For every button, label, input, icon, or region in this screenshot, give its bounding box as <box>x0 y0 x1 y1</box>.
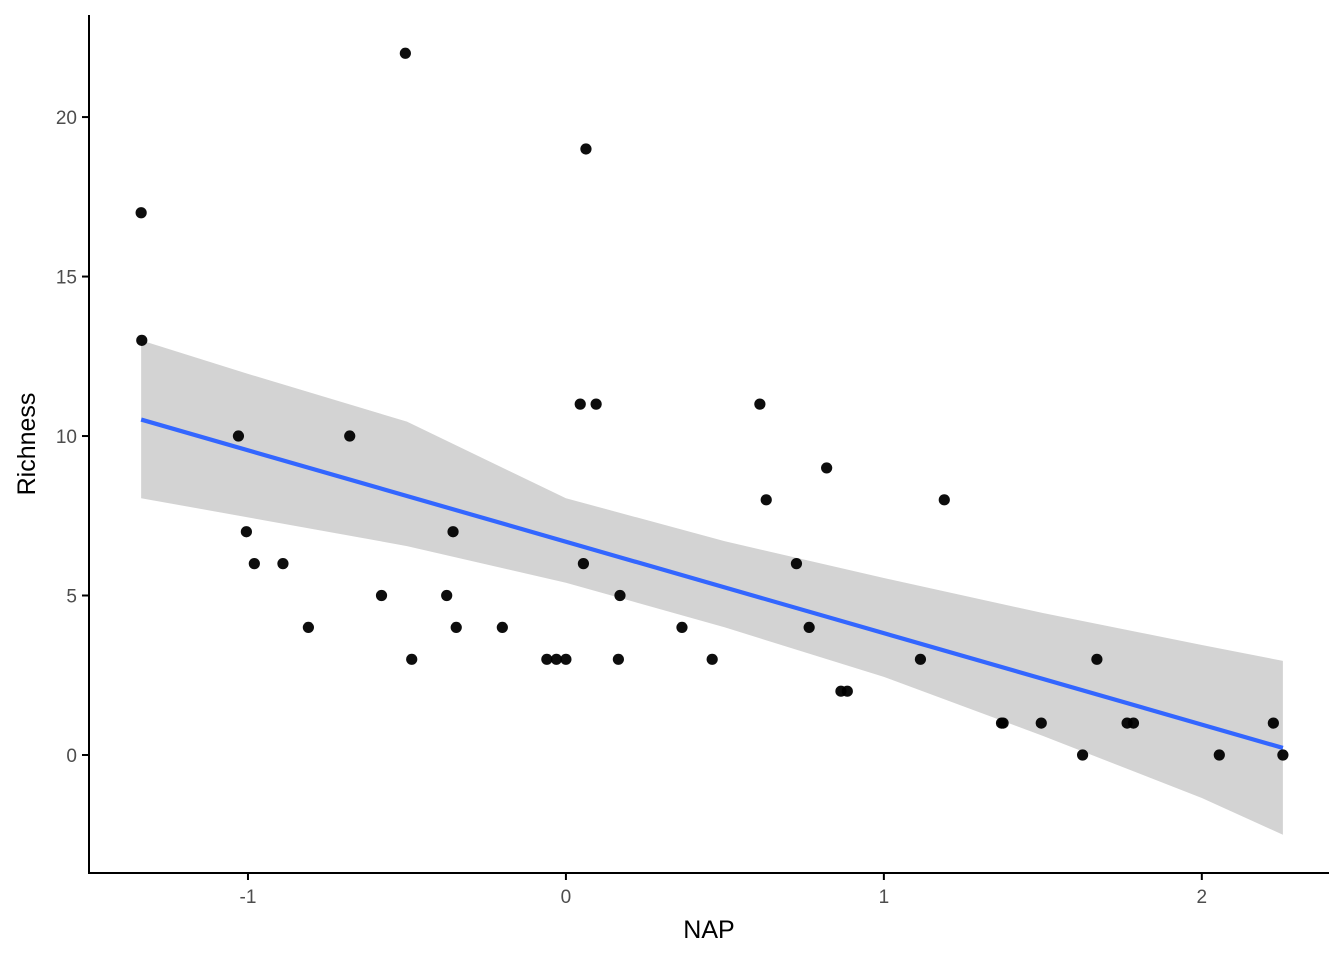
data-point <box>754 398 766 410</box>
y-axis-title: Richness <box>13 393 41 496</box>
data-point <box>1035 717 1047 729</box>
data-point <box>302 621 314 634</box>
data-point <box>938 494 950 506</box>
data-point <box>136 334 148 346</box>
x-tick-label: 0 <box>561 887 572 908</box>
y-tick-label: 15 <box>56 268 77 289</box>
data-point <box>760 494 772 506</box>
data-point <box>580 143 592 155</box>
data-point <box>541 653 553 665</box>
data-point <box>821 462 833 474</box>
data-point <box>450 621 462 634</box>
fit-line-layer <box>140 417 1284 750</box>
data-point <box>277 558 289 570</box>
y-tick-label: 10 <box>56 427 77 448</box>
data-point <box>399 47 411 59</box>
data-point <box>375 589 388 602</box>
x-axis-title: NAP <box>683 916 734 944</box>
data-point <box>1267 717 1279 729</box>
data-point <box>997 717 1009 729</box>
y-tick-label: 5 <box>66 587 77 608</box>
data-point <box>614 589 626 602</box>
data-point <box>577 558 590 570</box>
fit-line <box>140 417 1284 750</box>
data-point <box>406 653 418 665</box>
data-point <box>447 526 459 538</box>
data-point <box>496 621 508 634</box>
data-point <box>1277 749 1289 761</box>
x-tick-label: -1 <box>240 887 257 908</box>
data-point <box>232 430 245 442</box>
y-tick-label: 20 <box>56 108 77 129</box>
data-point <box>550 653 562 665</box>
x-tick-label: 2 <box>1197 887 1208 908</box>
data-point <box>574 398 586 410</box>
data-point <box>706 653 718 665</box>
confidence-band-layer <box>141 340 1283 835</box>
points-layer <box>135 47 1289 761</box>
data-point <box>803 621 815 634</box>
y-tick-label: 0 <box>66 746 77 767</box>
data-point <box>914 653 927 665</box>
data-point <box>1127 717 1140 729</box>
data-point <box>248 558 260 570</box>
x-tick-label: 1 <box>879 887 890 908</box>
data-point <box>1076 749 1089 761</box>
data-point <box>1091 653 1103 665</box>
data-point <box>676 621 688 634</box>
data-point <box>240 526 252 538</box>
data-point <box>1213 749 1225 761</box>
data-point <box>560 653 572 665</box>
data-point <box>841 685 853 697</box>
data-point <box>344 430 356 442</box>
data-point <box>135 207 147 219</box>
data-point <box>441 589 453 602</box>
confidence-band <box>141 340 1283 835</box>
data-point <box>590 398 602 410</box>
data-point <box>612 653 624 665</box>
data-point <box>790 558 803 570</box>
